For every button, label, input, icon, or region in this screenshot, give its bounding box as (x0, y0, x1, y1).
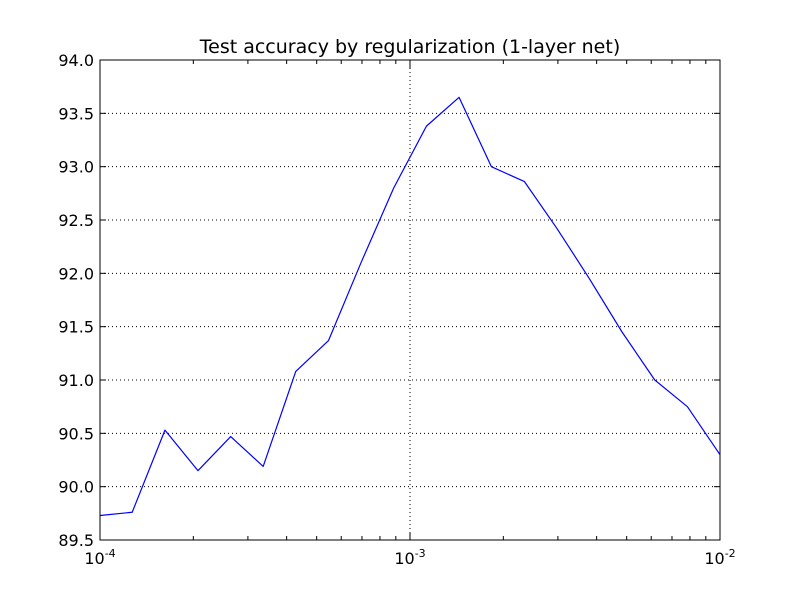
y-tick-label: 89.5 (58, 531, 94, 550)
y-tick-label: 92.5 (58, 211, 94, 230)
series-line (99, 96, 721, 517)
x-tick-label: 10-4 (84, 547, 115, 568)
y-tick-label: 93.5 (58, 104, 94, 123)
y-tick-label: 90.5 (58, 424, 94, 443)
y-tick-label: 93.0 (58, 158, 94, 177)
y-tick-label: 92.0 (58, 264, 94, 283)
y-tick-label: 91.0 (58, 371, 94, 390)
x-tick-label: 10-3 (394, 547, 425, 568)
y-tick-label: 94.0 (58, 51, 94, 70)
y-tick-label: 90.0 (58, 478, 94, 497)
x-tick-label: 10-2 (704, 547, 735, 568)
plot-frame (99, 59, 721, 541)
chart-title: Test accuracy by regularization (1-layer… (199, 36, 620, 58)
y-tick-label: 91.5 (58, 318, 94, 337)
tick-labels: 89.5 90.0 90.5 91.0 91.5 92.0 92.5 93.0 93.5 94.0… (58, 51, 735, 568)
grid (100, 60, 720, 540)
series-layer (99, 96, 721, 517)
